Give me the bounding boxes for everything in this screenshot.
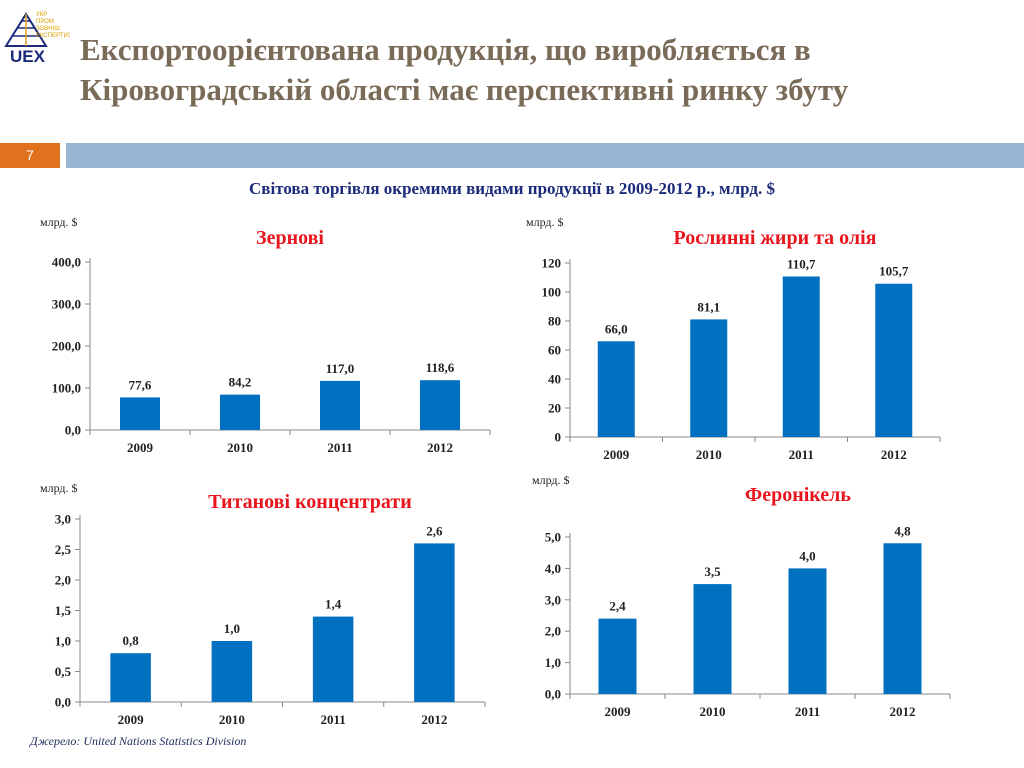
chart-vegetable-oils: млрд. $ Рослинні жири та олія 0 20 40 60 80 100… <box>526 215 941 462</box>
y-tick-label: 0,0 <box>55 695 71 710</box>
value-label-2010: 84,2 <box>229 375 252 390</box>
bar-2009 <box>598 618 637 694</box>
y-tick-label: 120 <box>542 256 562 271</box>
x-tick-label-2012: 2012 <box>427 440 453 455</box>
uex-logo: УКР ПРОМ ЗОВНІШ ЕКСПЕРТИЗА UEX <box>4 12 70 66</box>
chart-title: Рослинні жири та олія <box>673 227 876 249</box>
bar-2010 <box>220 394 260 430</box>
y-tick-label: 300,0 <box>52 297 81 312</box>
x-tick-label-2011: 2011 <box>789 447 814 462</box>
y-tick-label: 5,0 <box>545 530 561 545</box>
chart-grain: млрд. $ Зернові 0,0 100,0 200,0 300,0 400,0 77,… <box>40 215 491 455</box>
value-label-2009: 77,6 <box>129 377 152 392</box>
y-tick-label: 1,0 <box>545 655 561 670</box>
chart-titanium-concentrates: млрд. $ Титанові концентрати 0,0 0,5 1,0 1,5 2… <box>40 481 486 727</box>
y-tick-label: 1,5 <box>55 603 72 618</box>
logo-tagline-4: ЕКСПЕРТИЗА <box>36 33 70 39</box>
chart-title: Феронікель <box>745 484 851 506</box>
x-tick-label-2010: 2010 <box>227 440 253 455</box>
y-tick-label: 2,0 <box>55 573 71 588</box>
slide-number: 7 <box>0 143 60 168</box>
value-label-2012: 2,6 <box>426 523 443 538</box>
bar-2012 <box>414 543 455 702</box>
value-label-2011: 117,0 <box>326 361 355 376</box>
x-tick-label-2010: 2010 <box>700 704 726 719</box>
value-label-2011: 4,0 <box>799 548 815 563</box>
y-tick-label: 0,5 <box>55 664 72 679</box>
value-label-2011: 110,7 <box>787 256 816 271</box>
value-label-2012: 105,7 <box>879 264 909 279</box>
bar-2009 <box>110 653 151 702</box>
charts-subtitle: Світова торгівля окремими видами продукц… <box>249 179 775 198</box>
x-tick-label-2012: 2012 <box>421 712 447 727</box>
y-tick-label: 2,0 <box>545 624 561 639</box>
y-tick-label: 0 <box>555 430 562 445</box>
x-tick-label-2011: 2011 <box>320 712 345 727</box>
x-tick-label-2012: 2012 <box>881 447 907 462</box>
x-tick-label-2011: 2011 <box>327 440 352 455</box>
bar-2010 <box>211 641 253 702</box>
logo-tagline-1: УКР <box>36 12 47 18</box>
value-label-2012: 118,6 <box>426 360 455 375</box>
y-tick-label: 2,5 <box>55 542 72 557</box>
value-label-2010: 81,1 <box>697 299 720 314</box>
bar-2012 <box>875 283 913 437</box>
logo-text: UEX <box>10 47 46 66</box>
value-label-2009: 66,0 <box>605 321 628 336</box>
bar-2011 <box>320 380 360 430</box>
chart-title: Зернові <box>256 227 324 249</box>
y-tick-label: 4,0 <box>545 561 561 576</box>
y-tick-label: 1,0 <box>55 634 71 649</box>
y-tick-label: 200,0 <box>52 339 81 354</box>
bar-2012 <box>883 543 922 694</box>
logo-tagline-2: ПРОМ <box>36 19 54 25</box>
bar-2009 <box>120 397 160 430</box>
x-tick-label-2009: 2009 <box>127 440 154 455</box>
source-note: Джерело: United Nations Statistics Divis… <box>30 734 247 748</box>
y-tick-label: 60 <box>548 343 561 358</box>
value-label-2009: 0,8 <box>123 633 140 648</box>
y-tick-label: 20 <box>548 401 561 416</box>
x-tick-label-2011: 2011 <box>795 704 820 719</box>
y-tick-label: 80 <box>548 314 561 329</box>
value-label-2009: 2,4 <box>609 599 626 614</box>
y-tick-label: 400,0 <box>52 255 81 270</box>
value-label-2011: 1,4 <box>325 597 342 612</box>
y-tick-label: 3,0 <box>55 512 71 527</box>
bar-2010 <box>690 319 728 437</box>
bar-2010 <box>693 584 732 694</box>
title-divider-bar <box>66 143 1024 168</box>
bar-2011 <box>312 616 354 702</box>
y-tick-label: 0,0 <box>65 423 81 438</box>
x-tick-label-2009: 2009 <box>605 704 632 719</box>
chart-title: Титанові концентрати <box>208 491 412 513</box>
value-label-2012: 4,8 <box>894 523 911 538</box>
value-label-2010: 1,0 <box>224 621 240 636</box>
logo-tagline-3: ЗОВНІШ <box>36 26 60 32</box>
y-tick-label: 100,0 <box>52 381 81 396</box>
slide-title: Експортоорієнтована продукція, що виробл… <box>80 32 849 107</box>
chart-unit-label: млрд. $ <box>40 481 78 495</box>
y-tick-label: 100 <box>542 285 562 300</box>
x-tick-label-2010: 2010 <box>696 447 722 462</box>
bar-2012 <box>420 380 460 430</box>
x-tick-label-2010: 2010 <box>219 712 245 727</box>
y-tick-label: 3,0 <box>545 592 561 607</box>
x-tick-label-2009: 2009 <box>118 712 145 727</box>
chart-ferronickel: млрд. $ Феронікель 0,0 1,0 2,0 3,0 4,0 5,0 2,4 20… <box>532 473 951 719</box>
x-tick-label-2012: 2012 <box>890 704 916 719</box>
value-label-2010: 3,5 <box>704 564 721 579</box>
y-tick-label: 0,0 <box>545 687 561 702</box>
chart-unit-label: млрд. $ <box>532 473 570 487</box>
bar-2011 <box>788 568 827 694</box>
chart-unit-label: млрд. $ <box>40 215 78 229</box>
y-tick-label: 40 <box>548 372 561 387</box>
bar-2011 <box>782 276 820 437</box>
bar-2009 <box>597 341 635 437</box>
chart-unit-label: млрд. $ <box>526 215 564 229</box>
logo-emblem-icon <box>4 12 48 47</box>
x-tick-label-2009: 2009 <box>603 447 630 462</box>
